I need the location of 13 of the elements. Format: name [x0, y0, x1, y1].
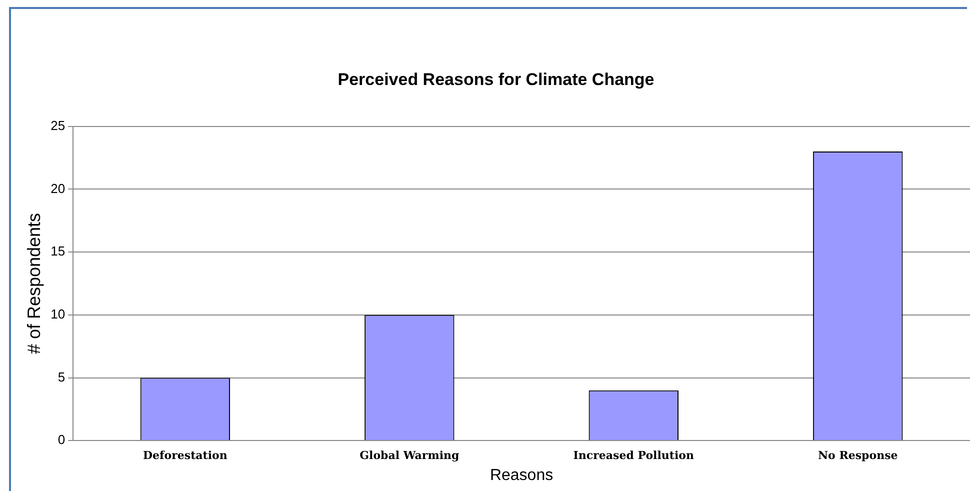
y-axis-title: # of Respondents — [24, 212, 44, 354]
y-tick-label: 5 — [58, 369, 66, 384]
y-tick-label: 0 — [58, 432, 66, 448]
y-tick-label: 15 — [50, 244, 66, 259]
y-tick-label: 20 — [50, 180, 66, 196]
x-tick-label: Increased Pollution — [573, 449, 694, 462]
x-tick-label: Deforestation — [142, 449, 228, 462]
y-tick-label: 25 — [50, 118, 66, 133]
x-tick-label: Global Warming — [360, 449, 460, 462]
y-tick-label: 10 — [50, 306, 66, 322]
chart-title: Perceived Reasons for Climate Change — [338, 70, 654, 89]
x-tick-label: No Response — [818, 449, 898, 462]
x-axis-title: Reasons — [490, 466, 554, 484]
